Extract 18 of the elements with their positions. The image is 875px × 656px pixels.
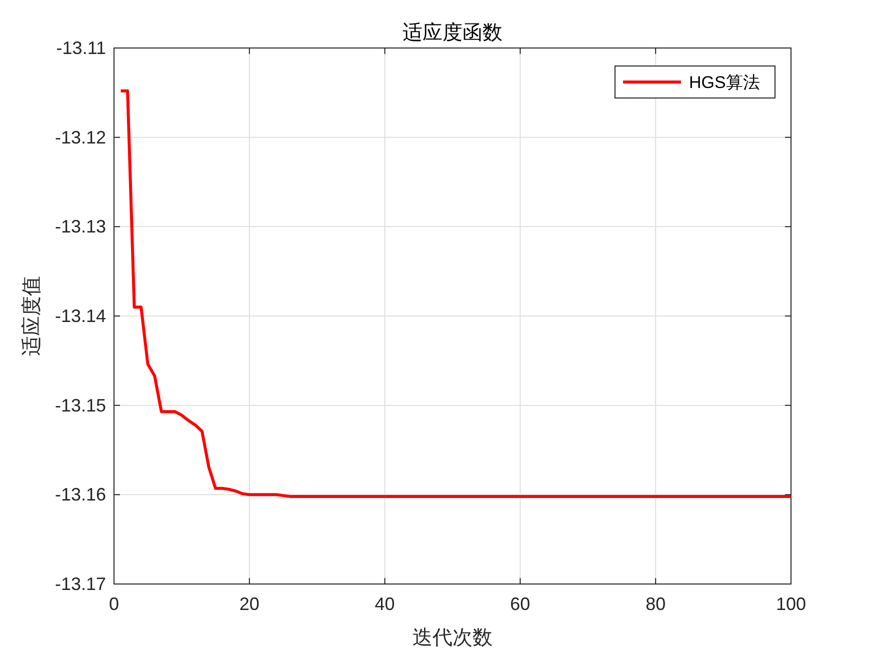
legend-label: HGS算法 bbox=[689, 73, 760, 92]
y-tick-label: -13.15 bbox=[54, 395, 106, 416]
y-tick-label: -13.17 bbox=[54, 574, 106, 594]
x-tick-label: 100 bbox=[776, 594, 806, 614]
y-tick-label: -13.13 bbox=[54, 216, 106, 237]
y-axis-title: 适应度值 bbox=[19, 276, 43, 356]
x-tick-label: 80 bbox=[646, 594, 666, 614]
y-tick-label: -13.14 bbox=[54, 306, 106, 326]
legend: HGS算法 bbox=[614, 66, 776, 98]
x-tick-label: 0 bbox=[108, 594, 120, 614]
chart-title: 适应度函数 bbox=[402, 20, 502, 44]
x-axis-title: 迭代次数 bbox=[412, 625, 492, 649]
x-tick-label: 20 bbox=[239, 594, 260, 614]
x-tick-label: 60 bbox=[510, 594, 530, 614]
y-tick-label: -13.12 bbox=[54, 127, 106, 148]
y-tick-label: -13.16 bbox=[54, 484, 106, 505]
y-tick-label: -13.11 bbox=[56, 38, 106, 58]
x-tick-label: 40 bbox=[374, 594, 395, 614]
